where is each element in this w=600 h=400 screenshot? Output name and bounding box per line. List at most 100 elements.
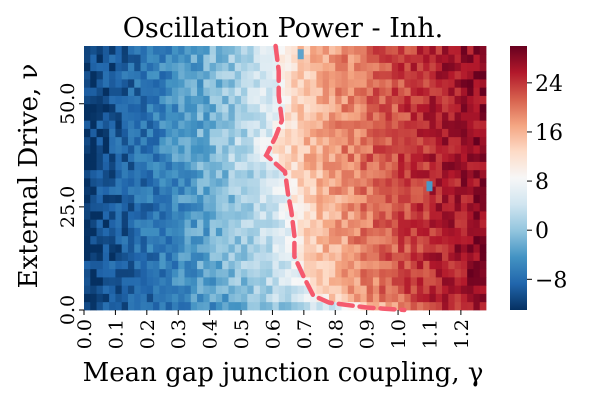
heatmap-cell [266,128,273,138]
heatmap-cell [285,227,292,237]
heatmap-cell [127,252,135,261]
heatmap-cell [253,103,261,113]
heatmap-cell [479,252,487,261]
heatmap-cell [347,178,355,187]
heatmap-cell [322,136,330,146]
heatmap-cell [184,95,192,105]
heatmap-cell [146,112,154,121]
heatmap-cell [467,70,474,80]
heatmap-cell [385,46,393,55]
heatmap-cell [322,54,330,63]
heatmap-cell [84,186,91,195]
heatmap-cell [140,145,148,154]
heatmap-cell [310,169,317,179]
heatmap-cell [285,128,292,138]
heatmap-cell [96,103,104,113]
heatmap-cell [354,293,361,303]
heatmap-cell [448,219,455,228]
heatmap-cell [347,268,355,278]
heatmap-cell [473,202,481,212]
heatmap-cell [347,285,355,294]
heatmap-cell [134,79,141,88]
heatmap-cell [272,244,280,253]
heatmap-cell [391,178,399,187]
heatmap-cell [90,285,97,294]
heatmap-cell [253,112,261,121]
heatmap-cell [127,194,135,204]
heatmap-cell [435,268,443,278]
heatmap-cell [153,128,160,138]
heatmap-cell [354,54,361,63]
heatmap-cell [209,128,217,138]
heatmap-cell [416,54,424,63]
heatmap-cell [303,301,311,311]
heatmap-cell [479,285,487,294]
heatmap-cell [460,244,468,253]
heatmap-cell [228,169,236,179]
heatmap-cell [398,301,405,311]
y-tick-label: 25.0 [57,186,79,228]
colorbar-tick-label: 0 [535,219,549,244]
heatmap-cell [385,186,393,195]
heatmap-cell [410,277,418,286]
heatmap-cell [96,62,104,72]
heatmap-cell [448,136,455,146]
heatmap-cell [115,285,123,294]
heatmap-cell [171,79,179,88]
heatmap-cell [297,277,305,286]
heatmap-cell [127,178,135,187]
heatmap-cell [259,186,267,195]
heatmap-cell [372,285,380,294]
heatmap-cell [190,54,198,63]
heatmap-cell [247,219,254,228]
heatmap-cell [335,260,342,270]
heatmap-cell [316,194,324,204]
heatmap-cell [322,87,330,96]
heatmap-cell [140,260,148,270]
heatmap-cell [391,103,399,113]
heatmap-cell [115,79,123,88]
heatmap-cell [140,46,148,55]
heatmap-cell [234,202,242,212]
heatmap-cell [316,169,324,179]
heatmap-cell [291,136,298,146]
heatmap-cell [84,285,91,294]
heatmap-cell [247,211,254,220]
heatmap-cell [391,235,399,245]
heatmap-cell [178,260,185,270]
heatmap-cell [121,79,129,88]
heatmap-cell [423,268,430,278]
heatmap-cell [184,260,192,270]
heatmap-cell [121,87,129,96]
heatmap-cell [178,54,185,63]
heatmap-cell [109,70,116,80]
heatmap-cell [379,301,386,311]
heatmap-cell [90,95,97,105]
heatmap-cell [222,252,229,261]
heatmap-cell [222,103,229,113]
heatmap-cell [335,54,342,63]
heatmap-cell [423,95,430,105]
heatmap-cell [372,244,380,253]
heatmap-cell [278,178,286,187]
heatmap-cell [96,70,104,80]
heatmap-cell [115,120,123,129]
y-tick-label: 50.0 [57,83,79,125]
heatmap-cell [109,186,116,195]
heatmap-cell [442,136,449,146]
heatmap-cell [102,79,110,88]
heatmap-cell [429,219,437,228]
heatmap-cell [159,219,167,228]
heatmap-cell [454,277,462,286]
heatmap-cell [328,186,336,195]
heatmap-cell [454,161,462,171]
heatmap-cell [159,103,167,113]
heatmap-cell [416,219,424,228]
heatmap-cell [423,293,430,303]
heatmap-cell [90,128,97,138]
heatmap-cell [429,46,437,55]
heatmap-cell [442,260,449,270]
heatmap-cell [190,227,198,237]
heatmap-cell [416,235,424,245]
heatmap-cell [372,202,380,212]
